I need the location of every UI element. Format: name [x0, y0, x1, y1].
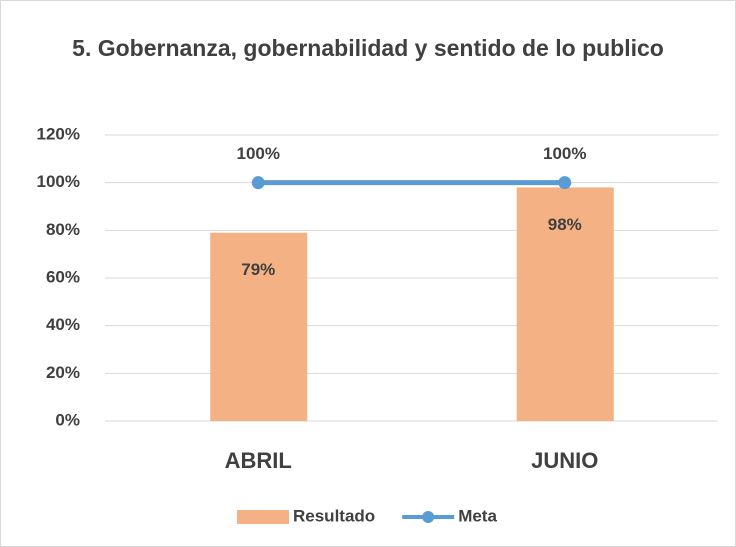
- bar: [516, 187, 614, 421]
- legend-label: Meta: [458, 506, 497, 525]
- legend-marker: [422, 511, 435, 523]
- data-label: 100%: [237, 144, 280, 163]
- y-tick-label: 20%: [46, 363, 80, 382]
- legend-label: Resultado: [293, 506, 375, 525]
- y-tick-label: 100%: [37, 172, 80, 191]
- x-tick-label: ABRIL: [225, 448, 292, 473]
- x-tick-label: JUNIO: [531, 448, 598, 473]
- line-marker: [251, 176, 265, 190]
- y-tick-label: 0%: [55, 410, 80, 429]
- line-marker: [558, 176, 572, 190]
- data-label: 98%: [548, 215, 582, 234]
- y-tick-label: 60%: [46, 267, 80, 286]
- bar: [210, 232, 308, 421]
- y-tick-label: 40%: [46, 315, 80, 334]
- chart-title: 5. Gobernanza, gobernabilidad y sentido …: [72, 35, 664, 61]
- y-tick-label: 120%: [37, 124, 80, 143]
- y-tick-label: 80%: [46, 220, 80, 239]
- data-label: 100%: [543, 144, 586, 163]
- data-label: 79%: [241, 260, 275, 279]
- legend-swatch: [237, 510, 289, 524]
